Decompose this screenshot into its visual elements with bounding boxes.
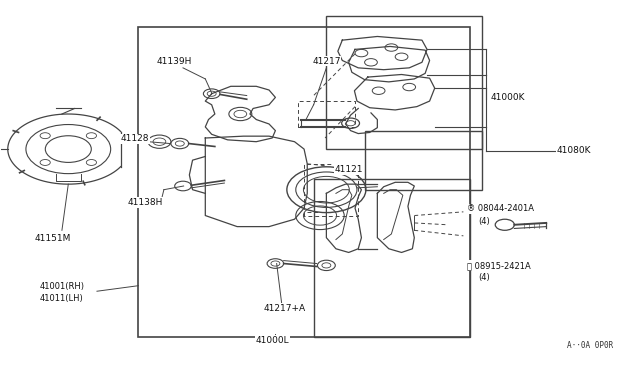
Text: 41151M: 41151M xyxy=(34,234,70,243)
Bar xyxy=(365,131,483,190)
Text: 41011(LH): 41011(LH) xyxy=(40,294,84,303)
Text: 41217+A: 41217+A xyxy=(264,304,306,313)
Text: 41000K: 41000K xyxy=(491,93,525,102)
Text: 41138H: 41138H xyxy=(127,198,163,207)
Text: (4): (4) xyxy=(478,273,490,282)
Text: 41217: 41217 xyxy=(312,57,340,66)
Bar xyxy=(138,27,470,337)
Text: 41000L: 41000L xyxy=(255,336,289,345)
Bar xyxy=(326,16,483,149)
Text: 41139H: 41139H xyxy=(157,57,193,66)
Text: 41080K: 41080K xyxy=(557,147,591,155)
Text: ® 08044-2401A: ® 08044-2401A xyxy=(467,204,534,214)
Text: A··0A 0P0R: A··0A 0P0R xyxy=(567,341,613,350)
Text: 41121: 41121 xyxy=(335,165,363,174)
Text: 41128: 41128 xyxy=(121,134,150,143)
Text: ⒦ 08915-2421A: ⒦ 08915-2421A xyxy=(467,261,531,270)
Text: 41001(RH): 41001(RH) xyxy=(40,282,84,291)
Bar xyxy=(314,179,470,337)
Text: (4): (4) xyxy=(478,217,490,225)
